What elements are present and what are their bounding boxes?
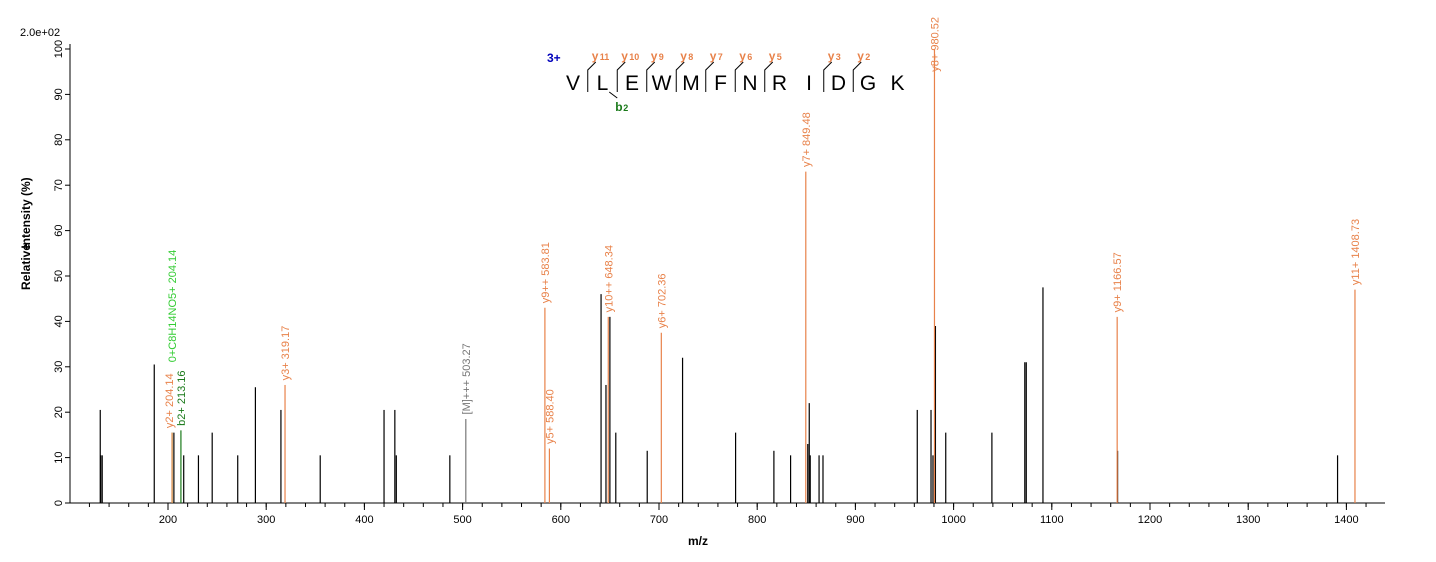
peak-label: b2+ 213.16 <box>176 370 188 425</box>
peak-label: y2+ 204.14 <box>164 373 176 428</box>
y-ion-bracket <box>823 61 833 92</box>
y-tick-label: 10 <box>53 451 65 463</box>
x-tick-label: 900 <box>846 514 864 526</box>
x-tick-label: 600 <box>552 514 570 526</box>
sequence-residue: N <box>742 72 757 95</box>
sequence-residue: W <box>652 72 672 95</box>
y-ion-label: y <box>857 49 864 63</box>
sequence-residue: K <box>890 72 904 95</box>
y-ion-index: 6 <box>747 52 752 62</box>
y-ion-label: y <box>710 49 717 63</box>
x-tick-label: 800 <box>748 514 766 526</box>
y-ion-bracket <box>705 61 715 92</box>
charge-state-label: 3+ <box>547 51 561 65</box>
peak-label: y6+ 702.36 <box>656 273 668 328</box>
y-ion-label: y <box>828 49 835 63</box>
x-tick-label: 700 <box>650 514 668 526</box>
sequence-residue: V <box>566 72 580 95</box>
intensity-scale-label: 2.0e+02 <box>20 27 60 39</box>
y-ion-bracket <box>616 61 626 92</box>
y-ion-index: 9 <box>659 52 664 62</box>
peak-label: y5+ 588.40 <box>544 389 556 444</box>
b-ion-index: 2 <box>623 103 628 113</box>
peak-label: y10++ 648.34 <box>603 245 615 312</box>
peak-label: y3+ 319.17 <box>280 326 292 381</box>
y-ion-bracket <box>764 61 774 92</box>
spectrum-peaks <box>99 49 1356 503</box>
y-ion-index: 10 <box>629 52 639 62</box>
x-tick-label: 200 <box>159 514 177 526</box>
b-ion-bracket <box>608 91 618 99</box>
y-ion-bracket <box>587 61 597 92</box>
sequence-residue: R <box>772 72 787 95</box>
sequence-residue: I <box>806 72 812 95</box>
x-tick-label: 400 <box>355 514 373 526</box>
peak-label: y9+ 1166.57 <box>1112 252 1124 312</box>
peak-label: y7+ 849.48 <box>801 112 813 167</box>
x-tick-label: 300 <box>257 514 275 526</box>
sequence-residue: L <box>597 72 609 95</box>
x-tick-label: 1000 <box>941 514 965 526</box>
x-axis-title: m/z <box>688 534 708 548</box>
y-tick-label: 100 <box>53 40 65 58</box>
peak-label: [M]+++ 503.27 <box>461 343 473 414</box>
y-ion-label: y <box>651 49 658 63</box>
y-tick-label: 30 <box>53 361 65 373</box>
x-axis-ticks: 200 300 400 500 600 700 800 900 1000 1100 1200 1300… <box>88 503 1367 526</box>
y-ion-index: 3 <box>836 52 841 62</box>
y-ion-label: y <box>739 49 746 63</box>
sequence-residue: E <box>625 72 639 95</box>
y-tick-label: 50 <box>53 270 65 282</box>
y-ion-bracket <box>734 61 744 92</box>
x-tick-label: 1100 <box>1040 514 1064 526</box>
y-tick-label: 60 <box>53 224 65 236</box>
x-tick-label: 1300 <box>1236 514 1260 526</box>
peak-label: y11+ 1408.73 <box>1350 219 1362 285</box>
y-tick-label: 80 <box>53 134 65 146</box>
y-ion-index: 11 <box>600 52 610 62</box>
y-ion-bracket <box>646 61 656 92</box>
peptide-sequence-annotation: 3+V L E W M F N R I D G Ky 11 y 10 y 9 y 8 y 7 y 6 y 5 y 3 y 2b 2 <box>547 49 905 114</box>
y-ion-bracket <box>852 61 862 92</box>
y-ion-label: y <box>621 49 628 63</box>
y-tick-label: 20 <box>53 406 65 418</box>
axes <box>69 44 1385 504</box>
sequence-residue: D <box>831 72 846 95</box>
y-ion-label: y <box>769 49 776 63</box>
y-ion-index: 7 <box>718 52 723 62</box>
y-tick-label: 40 <box>53 315 65 327</box>
y-ion-label: y <box>680 49 687 63</box>
x-tick-label: 1200 <box>1138 514 1162 526</box>
y-ion-index: 5 <box>777 52 782 62</box>
sequence-residue: G <box>860 72 876 95</box>
peak-label: y8+ 980.52 <box>929 17 941 72</box>
y-axis-title-part-1: Relative <box>19 244 33 290</box>
y-tick-label: 0 <box>53 500 65 506</box>
y-tick-label: 90 <box>53 88 65 100</box>
y-ion-bracket <box>675 61 685 92</box>
sequence-residue: M <box>682 72 700 95</box>
peak-label: 0+C8H14NO5+ 204.14 <box>167 250 179 363</box>
y-axis-title-part-2: Intensity (%) <box>19 177 33 248</box>
sequence-residue: F <box>714 72 727 95</box>
y-axis-ticks: 0 10 20 30 40 50 60 70 80 90 100 <box>53 40 70 506</box>
peak-label: y9++ 583.81 <box>540 242 552 303</box>
y-ion-index: 2 <box>865 52 870 62</box>
y-ion-label: y <box>592 49 599 63</box>
y-axis-title: Relative Intensity (%) <box>19 177 33 290</box>
x-tick-label: 1400 <box>1334 514 1358 526</box>
x-tick-label: 500 <box>453 514 471 526</box>
y-ion-index: 8 <box>688 52 693 62</box>
b-ion-label: b <box>615 100 622 114</box>
y-tick-label: 70 <box>53 179 65 191</box>
